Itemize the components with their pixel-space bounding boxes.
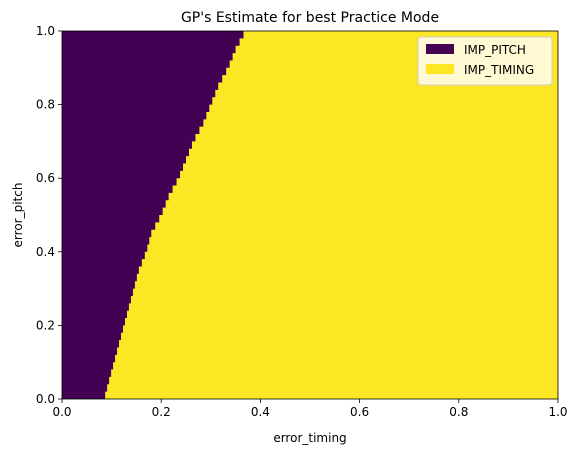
legend: IMP_PITCH IMP_TIMING [417,36,553,86]
x-axis-label: error_timing [273,431,346,445]
y-tick-label: 0.2 [36,318,55,332]
legend-swatch [426,64,454,74]
y-tick-label: 1.0 [36,24,55,38]
axes: 0.0 0.2 0.4 0.6 0.8 1.0 0.0 0.2 0.4 0.6 0.8 1.0 [36,24,568,419]
y-axis-label: error_pitch [11,183,25,248]
y-tick-label: 0.6 [36,171,55,185]
legend-swatch [426,44,454,54]
chart-title: GP's Estimate for best Practice Mode [181,10,439,26]
legend-label: IMP_TIMING [464,63,534,77]
plot-area [62,31,558,399]
x-tick-label: 0.0 [52,405,71,419]
region-imp-pitch [62,31,244,399]
y-tick-label: 0.4 [36,245,55,259]
x-tick-label: 0.2 [152,405,171,419]
x-tick-label: 0.6 [350,405,369,419]
y-tick-label: 0.0 [36,392,55,406]
x-tick-label: 0.8 [449,405,468,419]
y-tick-label: 0.8 [36,98,55,112]
x-tick-label: 0.4 [251,405,270,419]
x-tick-label: 1.0 [548,405,567,419]
plot-frame [61,30,559,400]
legend-label: IMP_PITCH [464,43,526,57]
